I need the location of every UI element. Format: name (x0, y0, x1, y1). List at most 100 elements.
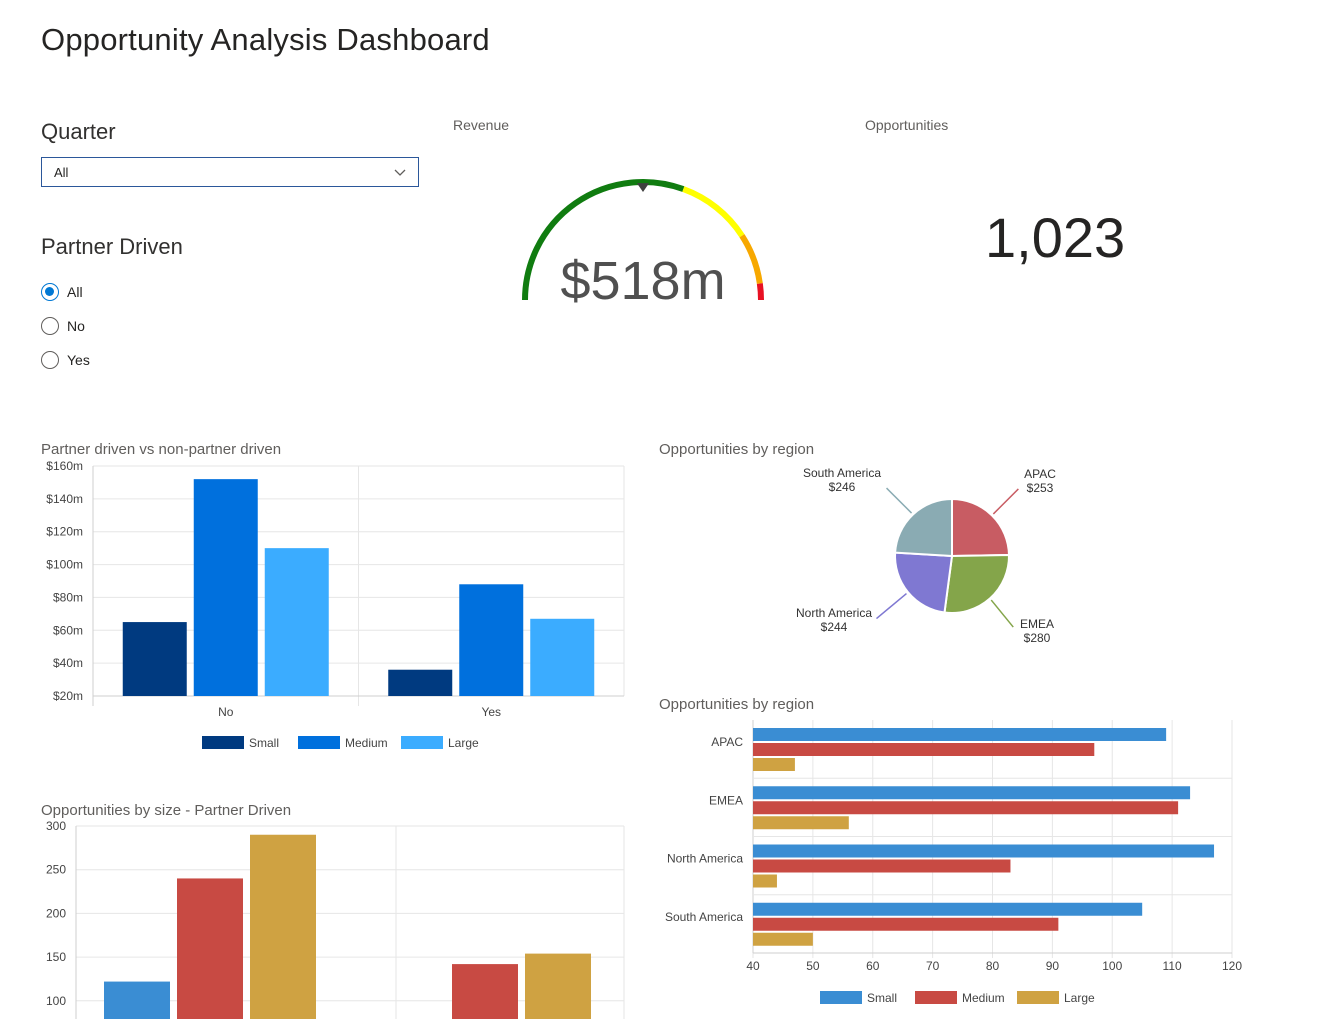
x-tick-label: 80 (986, 959, 1000, 973)
region-pie-chart: APAC$253 EMEA$280 North America$244 South A… (796, 466, 1056, 645)
bar-large (753, 932, 813, 946)
chevron-down-icon (394, 169, 406, 176)
chart-title-partner-driven: Partner driven vs non-partner driven (41, 441, 282, 458)
x-tick-label: No (218, 705, 234, 719)
radio-option-all[interactable]: All (41, 283, 83, 301)
quarter-selected-value: All (54, 164, 69, 180)
pie-label-value: $253 (1027, 481, 1054, 495)
gauge-needle-icon (636, 183, 650, 192)
y-tick-label: 100 (46, 994, 66, 1008)
bar-large (525, 953, 591, 1019)
opportunities-label: Opportunities (865, 117, 949, 133)
revenue-value: $518m (560, 251, 725, 311)
y-tick-label: 250 (46, 863, 66, 877)
legend-label: Large (1064, 991, 1095, 1005)
revenue-gauge: $518m (522, 179, 764, 311)
y-tick-label: 150 (46, 950, 66, 964)
bar-medium (452, 964, 518, 1019)
region-horizontal-bar-chart: 40 50 60 70 80 90 100 110 120 APAC EMEA North Ameri… (665, 720, 1242, 1005)
partner-driven-label: Partner Driven (41, 234, 183, 259)
pie-slice-apac (951, 497, 1011, 558)
page-title: Opportunity Analysis Dashboard (41, 22, 490, 57)
bar-medium (753, 859, 1011, 873)
bar-medium (753, 743, 1095, 756)
chart-title-region-bars: Opportunities by region (659, 696, 815, 713)
y-tick-label: $100m (46, 558, 83, 572)
gauge-segment-red (756, 283, 764, 301)
legend-label: Small (867, 991, 897, 1005)
radio-button-checked[interactable] (41, 283, 59, 301)
gauge-arc-group (522, 179, 764, 301)
y-tick-label: $120m (46, 525, 83, 539)
legend-label: Medium (345, 736, 388, 750)
y-tick-label: $140m (46, 492, 83, 506)
bar-large (753, 816, 849, 830)
revenue-label: Revenue (453, 117, 510, 133)
x-tick-label: 40 (746, 959, 760, 973)
bar-large (753, 758, 795, 771)
legend-swatch (1017, 991, 1059, 1004)
x-tick-label: 70 (926, 959, 940, 973)
quarter-dropdown[interactable]: All (41, 157, 419, 187)
y-tick-label: $80m (53, 590, 83, 604)
x-tick-label: 90 (1046, 959, 1060, 973)
legend-swatch (915, 991, 957, 1004)
size-partner-bar-chart: 100 150 200 250 300 (46, 819, 625, 1019)
bar-small (753, 844, 1215, 858)
bar-small (753, 786, 1191, 800)
pie-label-name: South America (803, 466, 881, 480)
legend-label: Medium (962, 991, 1005, 1005)
y-tick-label: $20m (53, 689, 83, 703)
x-tick-label: Yes (481, 705, 501, 719)
gauge-segment-green (522, 179, 685, 301)
radio-option-label: All (67, 284, 83, 300)
radio-button[interactable] (41, 317, 59, 335)
chart-title-region-pie: Opportunities by region (659, 441, 815, 458)
bar-large (530, 618, 595, 696)
x-tick-label: 100 (1102, 959, 1122, 973)
pie-slice-emea (943, 554, 1010, 614)
legend-swatch (202, 736, 244, 749)
bar-medium (753, 801, 1179, 815)
radio-option-label: Yes (67, 352, 90, 368)
leader-line (992, 488, 1019, 515)
radio-option-yes[interactable]: Yes (41, 351, 90, 369)
bar-medium (177, 878, 243, 1019)
radio-option-label: No (67, 318, 85, 334)
partner-driven-bar-chart: $20m $40m $60m $80m $100m $120m $140m $160m No Ye… (46, 459, 625, 750)
y-tick-label: 300 (46, 819, 66, 833)
pie-slice-south-america (894, 497, 953, 558)
bar-small (388, 669, 453, 696)
bar-small (122, 622, 187, 696)
x-tick-label: 120 (1222, 959, 1242, 973)
opportunities-value: 1,023 (985, 206, 1126, 269)
bar-large (250, 834, 316, 1019)
chart-title-size-partner: Opportunities by size - Partner Driven (41, 802, 292, 819)
legend-swatch (820, 991, 862, 1004)
legend-swatch (298, 736, 340, 749)
pie-label-name: North America (796, 606, 872, 620)
legend-label: Large (448, 736, 479, 750)
pie-label-value: $244 (821, 620, 848, 634)
bar-medium (459, 584, 524, 696)
bar-large (264, 548, 329, 696)
legend-swatch (401, 736, 443, 749)
y-tick-label: $160m (46, 459, 83, 473)
radio-option-no[interactable]: No (41, 317, 85, 335)
y-tick-label: $40m (53, 656, 83, 670)
gauge-segment-yellow (682, 186, 745, 238)
quarter-label: Quarter (41, 119, 116, 144)
legend-label: Small (249, 736, 279, 750)
y-tick-label: South America (665, 910, 743, 924)
bar-small (104, 981, 170, 1019)
y-tick-label: North America (667, 852, 743, 866)
bar-small (753, 902, 1143, 916)
bar-medium (193, 479, 258, 696)
bar-medium (753, 917, 1059, 931)
leader-line (886, 487, 913, 514)
bar-small (753, 728, 1167, 741)
x-tick-label: 60 (866, 959, 880, 973)
x-tick-label: 110 (1163, 959, 1182, 973)
radio-button[interactable] (41, 351, 59, 369)
leader-line (875, 592, 907, 620)
